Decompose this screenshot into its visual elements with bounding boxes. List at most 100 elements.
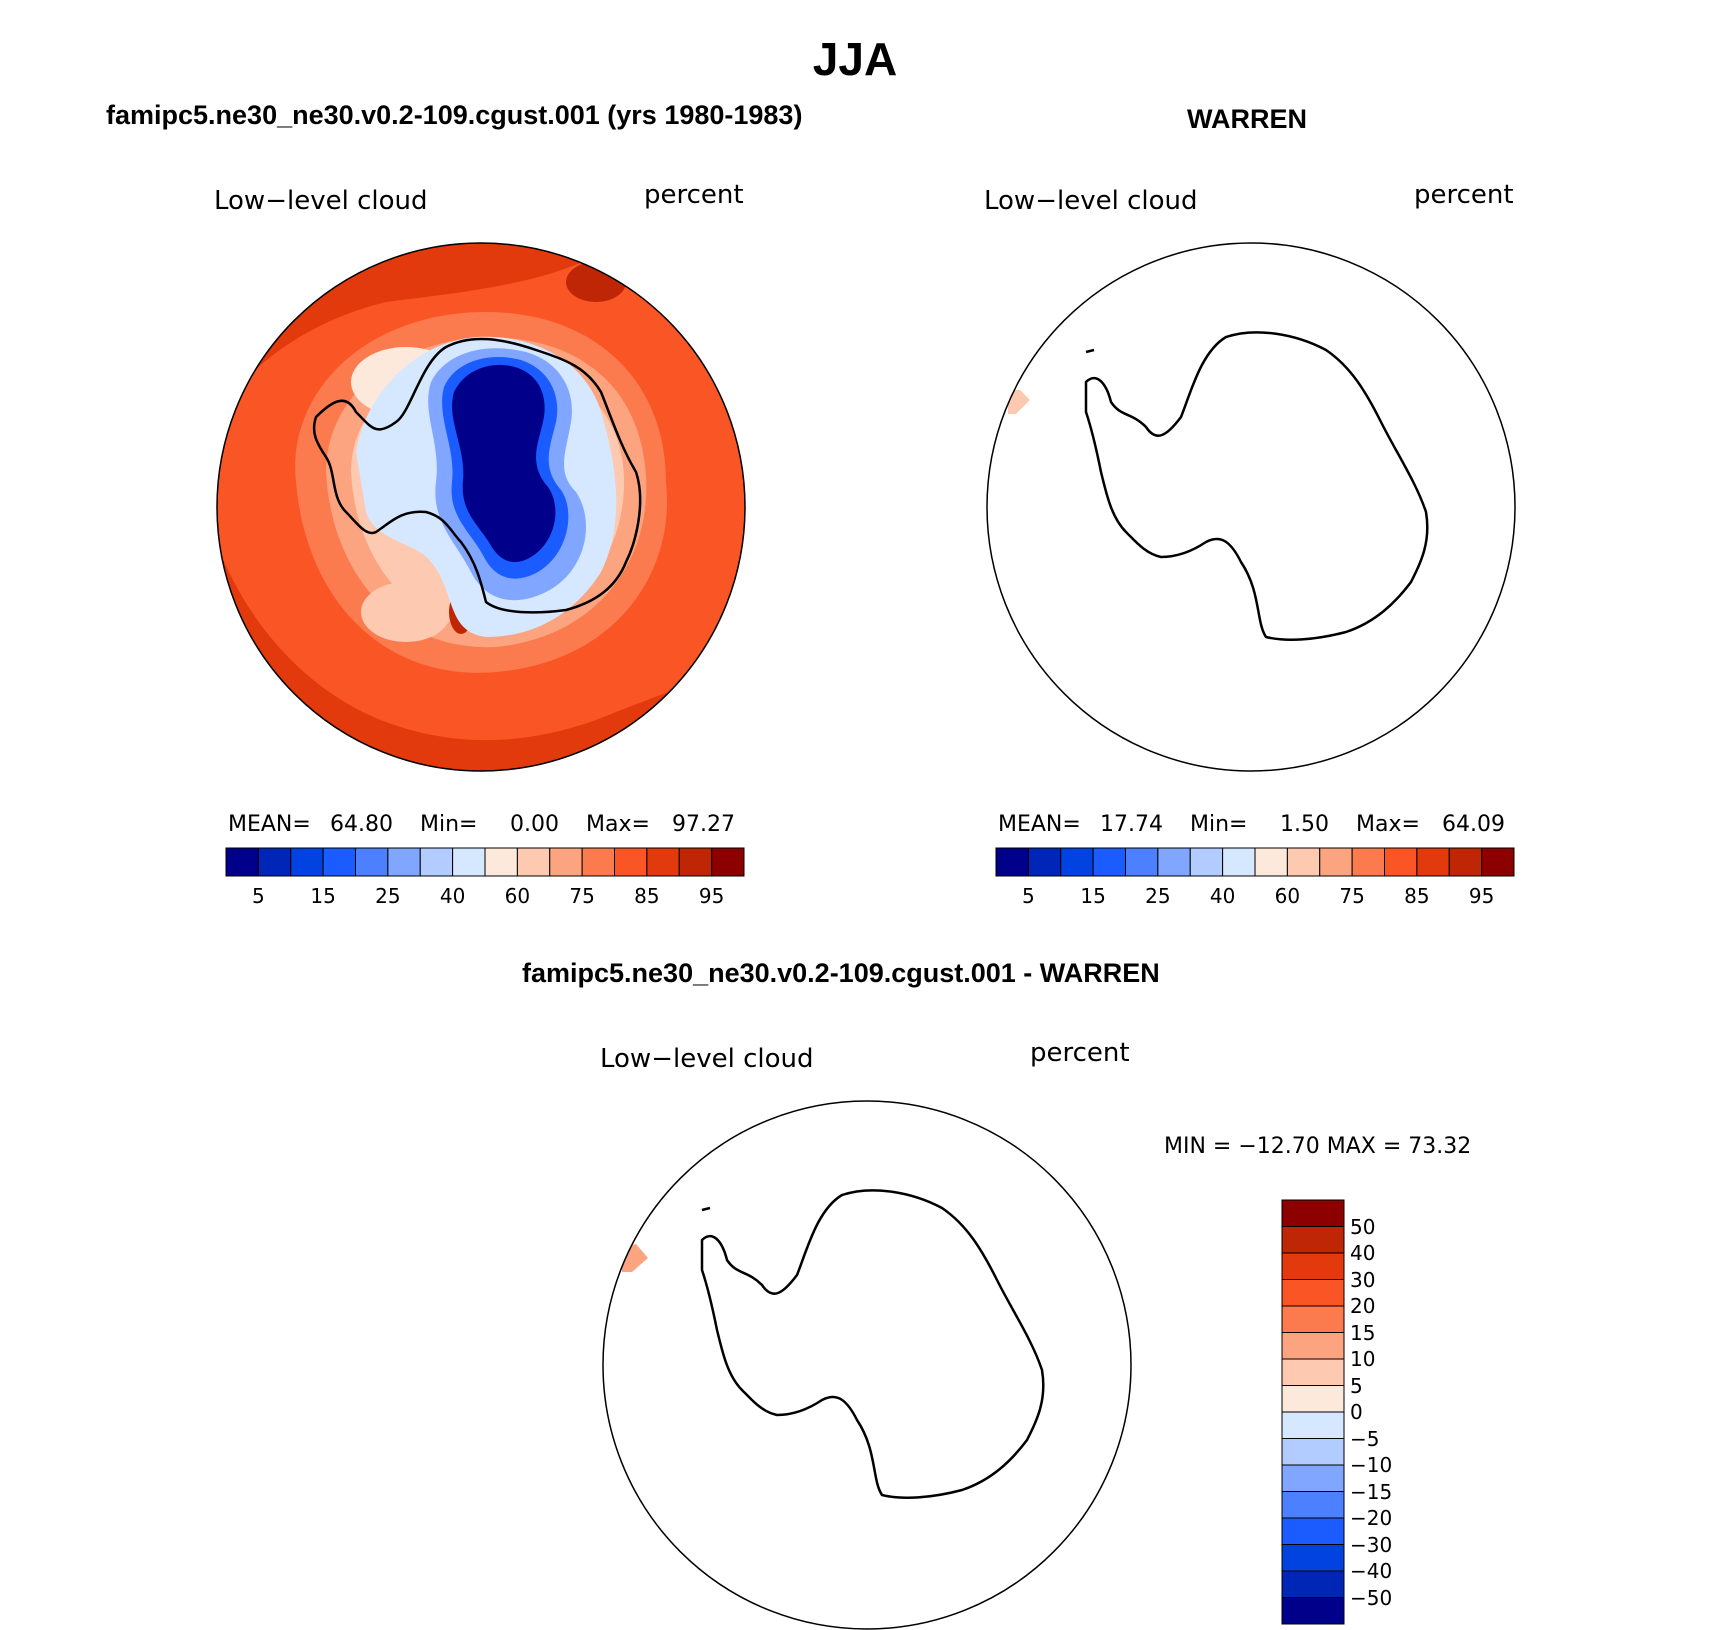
colorbar-tick-label: 75 <box>1339 884 1365 908</box>
panel3-variable-label: Low−level cloud <box>600 1044 814 1074</box>
colorbar-tick-label: 40 <box>1209 884 1236 908</box>
colorbar-tick-label: 25 <box>1145 884 1171 908</box>
colorbar-swatch <box>322 847 356 877</box>
colorbar-swatch <box>1281 1570 1345 1598</box>
colorbar-tick-label: 50 <box>1350 1214 1376 1239</box>
colorbar-swatch <box>711 847 745 877</box>
panel3-units-label: percent <box>1030 1038 1130 1068</box>
colorbar-tick-label: 10 <box>1350 1347 1376 1371</box>
colorbar-swatch <box>452 847 486 877</box>
colorbar-tick-label: −15 <box>1350 1479 1393 1504</box>
panel3-colorbar-ticks: 50 40 30 20 15 10 5 0 −5 −10 −15 −20 −30 −40 −50 <box>1350 1200 1430 1624</box>
panel2-mean-value: 17.74 <box>1100 812 1163 837</box>
colorbar-swatch <box>1222 847 1256 877</box>
colorbar-tick-label: 5 <box>252 884 265 908</box>
colorbar-swatch <box>387 847 421 877</box>
cloud-max-area <box>566 262 626 302</box>
colorbar-swatch <box>1281 1544 1345 1572</box>
continent-cloud-minimum <box>452 364 556 563</box>
colorbar-swatch <box>1125 847 1159 877</box>
colorbar-swatch <box>225 847 259 877</box>
panel1-mean-label: MEAN= <box>228 812 311 837</box>
colorbar-swatch <box>995 847 1029 877</box>
panel1-mean-value: 64.80 <box>330 812 393 837</box>
colorbar-swatch <box>1281 1252 1345 1280</box>
colorbar-swatch <box>484 847 518 877</box>
island-outline <box>701 1206 711 1212</box>
colorbar-swatch <box>1157 847 1191 877</box>
colorbar-swatch <box>1481 847 1515 877</box>
colorbar-tick-label: 85 <box>1404 884 1430 908</box>
colorbar-tick-label: 15 <box>1350 1320 1376 1345</box>
colorbar-swatch <box>1281 1358 1345 1386</box>
panel3-minmax: MIN = −12.70 MAX = 73.32 <box>1164 1134 1472 1159</box>
map-boundary <box>986 242 1516 772</box>
colorbar-swatch <box>1281 1305 1345 1333</box>
colorbar-tick-label: 5 <box>1022 884 1035 908</box>
colorbar-swatch <box>549 847 583 877</box>
colorbar-swatch <box>1281 1385 1345 1413</box>
colorbar-tick-label: −10 <box>1350 1453 1393 1477</box>
colorbar-tick-label: −5 <box>1350 1426 1380 1451</box>
map-boundary <box>216 242 746 772</box>
colorbar-swatch <box>1060 847 1094 877</box>
colorbar-tick-label: −50 <box>1350 1585 1393 1610</box>
panel1-units-label: percent <box>644 180 744 210</box>
colorbar-swatch <box>1281 1438 1345 1466</box>
panel3-title: famipc5.ne30_ne30.v0.2-109.cgust.001 - W… <box>522 958 1160 988</box>
colorbar-swatch <box>646 847 680 877</box>
colorbar-tick-label: 40 <box>439 884 466 908</box>
colorbar-tick-label: 20 <box>1350 1294 1376 1318</box>
page-title: JJA <box>812 33 898 85</box>
colorbar-tick-label: −30 <box>1350 1532 1393 1557</box>
colorbar-tick-label: 60 <box>504 884 531 908</box>
panel2-variable-label: Low−level cloud <box>984 186 1198 216</box>
observation-cell <box>1008 390 1030 414</box>
panel3-polar-map <box>602 1100 1132 1630</box>
panel2-max-value: 64.09 <box>1442 812 1505 837</box>
colorbar-swatch <box>1416 847 1450 877</box>
colorbar-swatch <box>614 847 648 877</box>
antarctica-coastline <box>312 337 642 614</box>
colorbar-swatch <box>1281 1464 1345 1492</box>
colorbar-swatch <box>257 847 292 877</box>
panel1-max-value: 97.27 <box>672 812 735 837</box>
colorbar-swatch <box>1281 1491 1345 1519</box>
colorbar-swatch <box>1286 847 1321 877</box>
panel2-title: WARREN <box>1187 104 1307 134</box>
panel2-min-label: Min= <box>1190 812 1248 837</box>
colorbar-swatch <box>290 847 324 877</box>
colorbar-tick-label: 30 <box>1350 1267 1376 1292</box>
panel1-colorbar <box>225 847 745 877</box>
panel2-polar-map <box>986 242 1516 772</box>
panel1-colorbar-ticks: 5 15 25 40 60 75 85 95 <box>226 884 744 910</box>
panel2-colorbar-ticks: 5 15 25 40 60 75 85 95 <box>996 884 1514 910</box>
colorbar-swatch <box>419 847 454 877</box>
colorbar-swatch <box>1027 847 1062 877</box>
colorbar-swatch <box>1448 847 1483 877</box>
colorbar-tick-label: 75 <box>569 884 595 908</box>
colorbar-swatch <box>1281 1597 1345 1625</box>
panel1-max-label: Max= <box>586 812 650 837</box>
colorbar-swatch <box>678 847 713 877</box>
antarctica-coastline <box>700 1189 1045 1499</box>
colorbar-tick-label: −20 <box>1350 1506 1393 1530</box>
colorbar-swatch <box>1351 847 1385 877</box>
panel1-polar-map <box>216 242 746 772</box>
panel2-max-label: Max= <box>1356 812 1420 837</box>
colorbar-swatch <box>355 847 389 877</box>
colorbar-swatch <box>1319 847 1353 877</box>
colorbar-swatch <box>1254 847 1288 877</box>
colorbar-swatch <box>516 847 551 877</box>
colorbar-tick-label: 85 <box>634 884 660 908</box>
colorbar-swatch <box>581 847 615 877</box>
island-outline <box>1085 348 1095 354</box>
antarctica-coastline <box>1084 331 1429 641</box>
colorbar-swatch <box>1189 847 1224 877</box>
colorbar-tick-label: 40 <box>1350 1241 1376 1265</box>
cloud-band <box>217 542 745 771</box>
colorbar-swatch <box>1281 1411 1345 1439</box>
colorbar-tick-label: 15 <box>1080 884 1106 908</box>
colorbar-tick-label: 0 <box>1350 1400 1363 1424</box>
panel2-mean-label: MEAN= <box>998 812 1081 837</box>
